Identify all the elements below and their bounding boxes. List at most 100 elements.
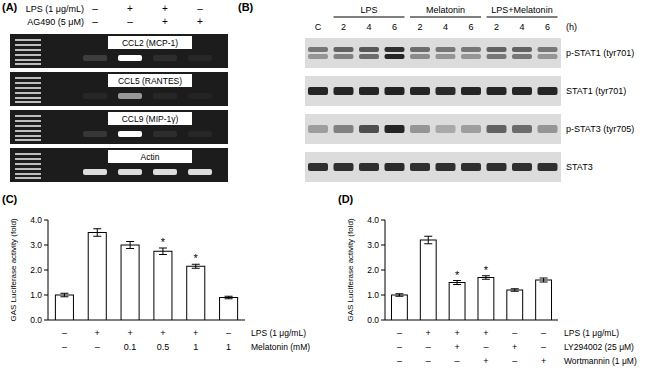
blot-band	[538, 54, 558, 59]
error-cap	[395, 296, 403, 297]
error-cap	[126, 241, 134, 242]
y-tick-label: 1.0	[30, 290, 42, 300]
blot-band	[461, 87, 481, 95]
ladder-band	[15, 101, 41, 103]
error-cap	[93, 236, 101, 237]
blot-band	[334, 163, 354, 171]
blot-band	[308, 87, 328, 95]
ladder-band	[15, 54, 41, 56]
panel-label: (A)	[2, 1, 18, 13]
error-cap	[159, 254, 167, 255]
gel-band	[118, 131, 142, 137]
ladder-band	[15, 63, 41, 65]
error-cap	[192, 268, 200, 269]
gel-strip	[10, 34, 228, 68]
ladder-band	[15, 115, 41, 117]
label-box	[108, 74, 192, 87]
blot-band	[461, 54, 481, 59]
time-label: 6	[545, 22, 550, 32]
condition-value: –	[226, 328, 231, 338]
y-tick-label: 4.0	[30, 215, 42, 225]
y-tick-label: 0.0	[30, 315, 42, 325]
bar	[478, 278, 494, 321]
y-tick	[381, 220, 385, 221]
ladder-band	[15, 168, 41, 170]
significance-mark: *	[194, 252, 199, 264]
panel-label: (B)	[238, 1, 254, 13]
blot-band	[334, 125, 354, 133]
blot-band	[385, 47, 405, 52]
bar	[55, 295, 73, 320]
error-cap	[126, 248, 134, 249]
bar	[507, 290, 523, 320]
blot-strip	[305, 38, 561, 68]
blot-strip	[305, 76, 561, 106]
time-label: 6	[468, 22, 473, 32]
condition-value: –	[62, 342, 67, 352]
gel-band	[153, 55, 177, 61]
error-cap	[482, 279, 490, 280]
error-cap	[424, 243, 432, 244]
condition-value: 0.5	[157, 342, 170, 352]
y-tick	[44, 320, 48, 321]
time-label: 4	[443, 22, 448, 32]
y-tick	[44, 220, 48, 221]
error-bar	[159, 248, 167, 255]
condition-value: –	[397, 328, 402, 338]
error-line	[485, 276, 486, 280]
condition-value: +	[160, 328, 165, 338]
blot-band	[436, 87, 456, 95]
condition-label: LY294002 (25 μM)	[564, 342, 634, 352]
gel-band	[153, 93, 177, 99]
condition-value: –	[197, 3, 203, 14]
condition-value: 1	[226, 342, 231, 352]
condition-value: 1	[193, 342, 198, 352]
error-cap	[60, 296, 68, 297]
significance-mark: *	[484, 264, 489, 276]
gel-band	[188, 131, 212, 137]
condition-value: –	[483, 342, 488, 352]
condition-value: –	[127, 16, 133, 27]
gel-band	[153, 131, 177, 137]
error-bar	[540, 278, 548, 282]
blot-band	[385, 54, 405, 59]
blot-band	[410, 163, 430, 171]
blot-band	[487, 87, 507, 95]
blot-band	[359, 54, 379, 59]
condition-value: +	[197, 16, 203, 27]
blot-band	[410, 125, 430, 133]
error-cap	[453, 284, 461, 285]
time-label: 2	[341, 22, 346, 32]
bar-chart: 0.01.02.03.04.0GAS Luciferase activity (…	[346, 215, 637, 366]
blot-band	[334, 47, 354, 52]
blot-band	[436, 54, 456, 59]
bar	[420, 240, 436, 320]
condition-value: +	[127, 328, 132, 338]
ladder-band	[15, 39, 41, 41]
y-tick-label: 2.0	[367, 265, 379, 275]
label-box	[108, 150, 192, 163]
blot-band	[461, 163, 481, 171]
marks	[391, 236, 551, 320]
blot-band	[538, 87, 558, 95]
blot-panel: CLPS246Melatonin246LPS+Melatonin246(h)p-…	[305, 5, 634, 182]
ladder-band	[15, 130, 41, 132]
gel-band	[188, 93, 212, 99]
blot-band	[512, 125, 532, 133]
y-tick-label: 2.0	[30, 265, 42, 275]
blot-band	[334, 87, 354, 95]
condition-value: 0.1	[124, 342, 137, 352]
error-cap	[60, 293, 68, 294]
ladder-band	[15, 139, 41, 141]
background	[0, 0, 662, 380]
bar	[154, 251, 172, 320]
y-tick	[44, 270, 48, 271]
condition-label: Melatonin (mM)	[251, 342, 310, 352]
blot-row-label: STAT1 (tyr701)	[566, 86, 626, 96]
error-bar	[225, 296, 233, 299]
gel-band	[83, 55, 107, 61]
significance-mark: *	[161, 236, 166, 248]
condition-value: +	[162, 3, 168, 14]
ladder-band	[15, 173, 41, 175]
ladder-band	[15, 44, 41, 46]
